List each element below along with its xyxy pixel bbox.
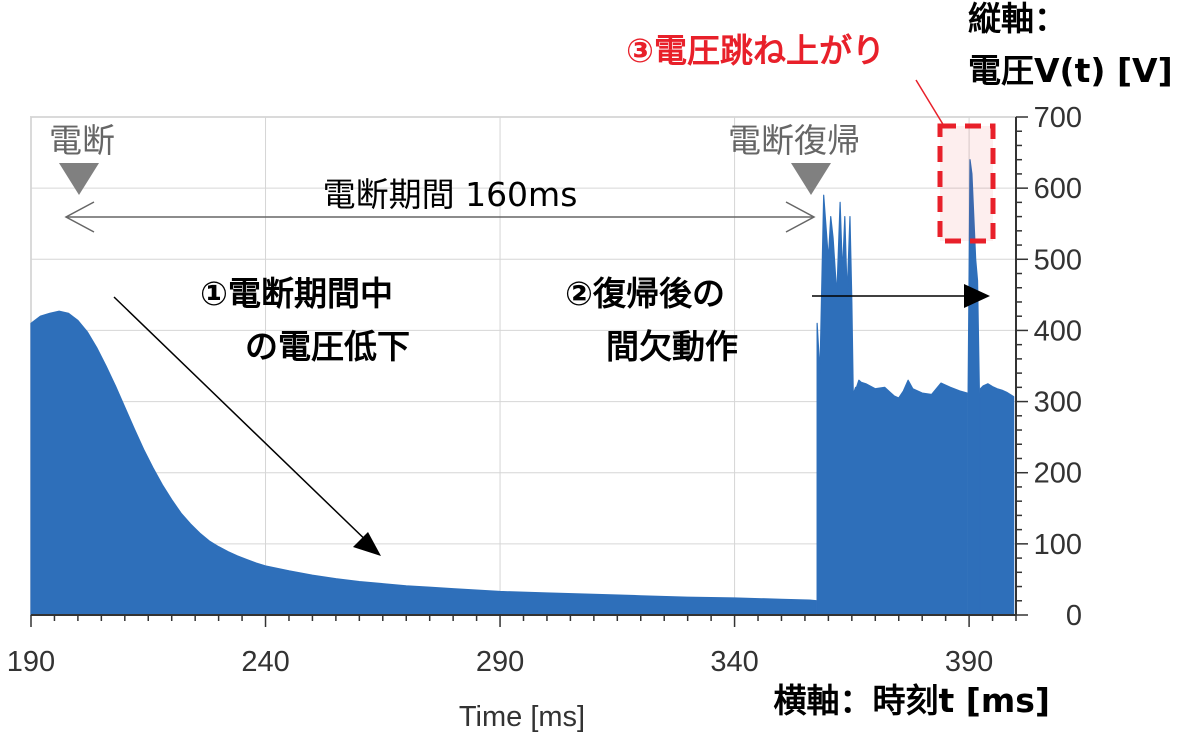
- series-area-3: [967, 159, 981, 616]
- y-tick-label: 100: [1034, 529, 1082, 561]
- period-arrow-right-head: [785, 201, 816, 233]
- y-tick-label: 0: [1066, 600, 1082, 632]
- series-layer: [30, 159, 1015, 616]
- x-ticks: 190 240 290 340 390: [7, 615, 1017, 678]
- restore-label: 電断復帰: [728, 121, 860, 160]
- note2-arrow-head: [964, 284, 990, 308]
- y-tick-label: 300: [1034, 387, 1082, 419]
- x-tick-label: 340: [710, 646, 758, 678]
- note1-arrow: [113, 296, 377, 551]
- note2-line2: 間欠動作: [606, 327, 738, 366]
- note1-arrow-head: [353, 532, 381, 556]
- x-tick-label: 390: [945, 646, 993, 678]
- x-axis-label: Time [ms]: [459, 701, 585, 733]
- y-tick-label: 200: [1034, 458, 1082, 490]
- note1-line1: ①電断期間中: [200, 274, 393, 313]
- y-ticks: 0 100 200 300 400 500 600 700: [1016, 102, 1082, 632]
- series-area-1: [30, 310, 817, 616]
- series-area-2: [816, 194, 968, 616]
- y-tick-label: 700: [1034, 102, 1082, 134]
- note3-leader: [915, 79, 945, 127]
- y-axis-title-line1: 縦軸：: [968, 0, 1067, 38]
- x-axis-title: 横軸：時刻t [ms]: [774, 681, 1050, 720]
- note3-label: ③電圧跳ね上がり: [626, 31, 885, 70]
- note3-highlight-box: [937, 123, 996, 244]
- cut-label: 電断: [49, 121, 115, 160]
- y-tick-label: 400: [1034, 315, 1082, 347]
- period-label: 電断期間 160ms: [323, 175, 578, 214]
- y-tick-label: 600: [1034, 173, 1082, 205]
- cut-triangle-icon: [59, 163, 99, 195]
- series-area-4: [979, 383, 1015, 616]
- x-tick-label: 190: [7, 646, 55, 678]
- note1-line2: の電圧低下: [245, 327, 410, 366]
- restore-triangle-icon: [791, 163, 831, 195]
- x-tick-label: 290: [476, 646, 524, 678]
- period-arrow-left-head: [64, 201, 95, 233]
- y-tick-label: 500: [1034, 244, 1082, 276]
- y-axis-title-line2: 電圧V(t) [V]: [968, 51, 1173, 90]
- x-tick-label: 240: [241, 646, 289, 678]
- note2-line1: ②復帰後の: [565, 274, 725, 313]
